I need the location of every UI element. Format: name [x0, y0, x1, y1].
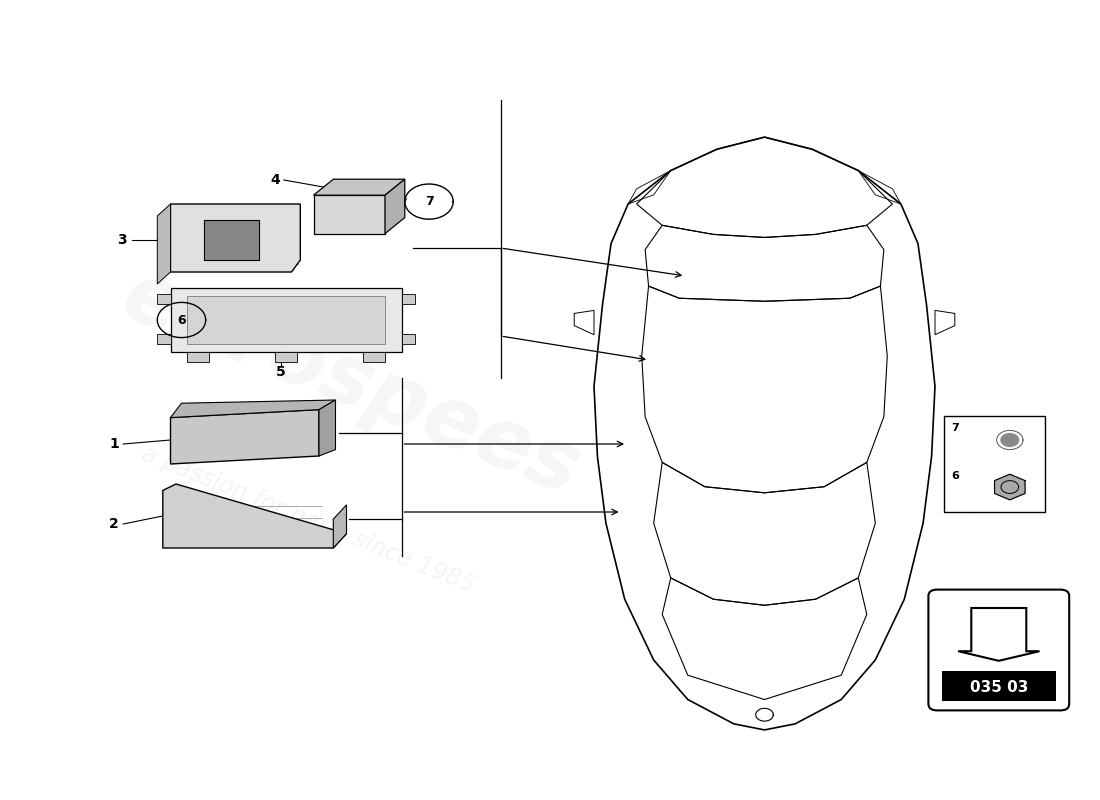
Polygon shape: [157, 334, 170, 344]
Polygon shape: [333, 505, 346, 548]
Polygon shape: [170, 204, 300, 272]
FancyBboxPatch shape: [944, 416, 1045, 512]
Text: 1: 1: [109, 437, 119, 451]
Polygon shape: [204, 220, 258, 260]
FancyBboxPatch shape: [942, 670, 1056, 701]
Circle shape: [1001, 434, 1019, 446]
Text: 3: 3: [117, 233, 126, 247]
Polygon shape: [402, 334, 415, 344]
Polygon shape: [314, 195, 385, 234]
Text: 5: 5: [276, 365, 285, 379]
Polygon shape: [170, 288, 402, 352]
Polygon shape: [275, 352, 297, 362]
Text: eurospees: eurospees: [111, 255, 593, 513]
FancyBboxPatch shape: [928, 590, 1069, 710]
Polygon shape: [187, 352, 209, 362]
Polygon shape: [314, 179, 405, 195]
Text: a passion for parts since 1985: a passion for parts since 1985: [139, 442, 477, 598]
Text: 4: 4: [271, 173, 281, 187]
Polygon shape: [363, 352, 385, 362]
Polygon shape: [170, 400, 336, 418]
Polygon shape: [385, 179, 405, 234]
Text: 7: 7: [950, 423, 959, 433]
Text: 035 03: 035 03: [969, 680, 1028, 695]
Polygon shape: [157, 294, 170, 304]
Polygon shape: [163, 484, 346, 548]
Polygon shape: [187, 296, 385, 344]
Text: 6: 6: [950, 471, 959, 481]
Polygon shape: [402, 294, 415, 304]
Text: 7: 7: [425, 195, 433, 208]
Polygon shape: [170, 410, 319, 464]
Polygon shape: [994, 474, 1025, 500]
Polygon shape: [157, 204, 170, 284]
Polygon shape: [319, 400, 336, 456]
Polygon shape: [594, 137, 935, 730]
Text: 6: 6: [177, 314, 186, 326]
Polygon shape: [958, 608, 1040, 661]
Text: 2: 2: [109, 517, 119, 531]
